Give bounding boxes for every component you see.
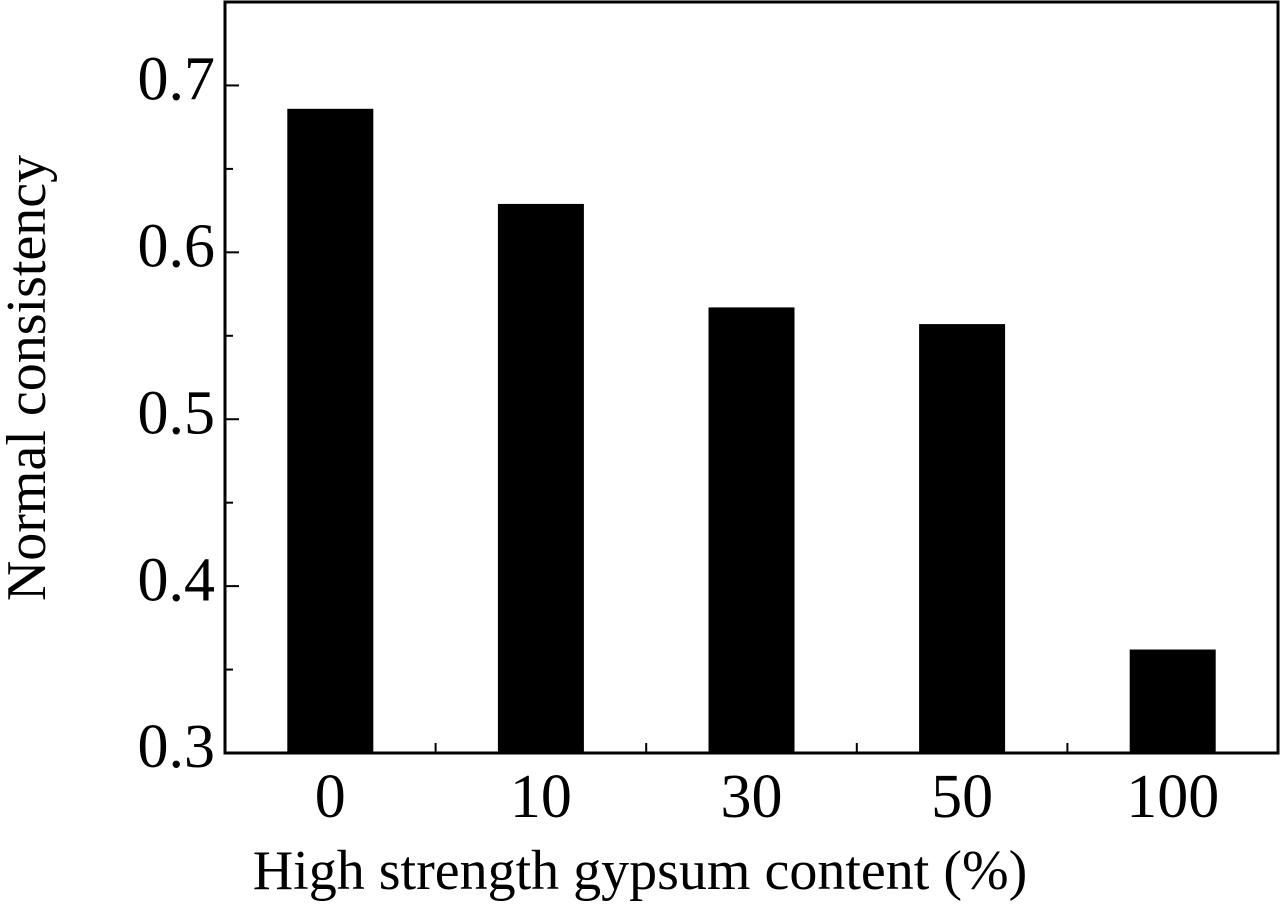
- y-tick-label: 0.4: [138, 546, 216, 614]
- x-tick-label: 10: [510, 763, 572, 831]
- bar: [497, 203, 584, 754]
- x-tick-label: 30: [721, 763, 783, 831]
- x-axis-label: High strength gypsum content (%): [253, 840, 1028, 902]
- x-tick-label: 100: [1126, 763, 1219, 831]
- y-tick-label: 0.7: [138, 46, 216, 114]
- y-tick-label: 0.5: [138, 379, 216, 447]
- x-tick-label: 50: [931, 763, 993, 831]
- x-tick-label: 0: [315, 763, 346, 831]
- y-tick-label: 0.6: [138, 213, 216, 281]
- bar: [287, 108, 374, 753]
- y-tick-label: 0.3: [138, 713, 216, 781]
- bar: [1129, 649, 1216, 753]
- y-axis-label: Normal consistency: [0, 155, 58, 601]
- plot-frame: [223, 0, 1280, 755]
- bar: [919, 324, 1006, 753]
- bar: [708, 307, 795, 753]
